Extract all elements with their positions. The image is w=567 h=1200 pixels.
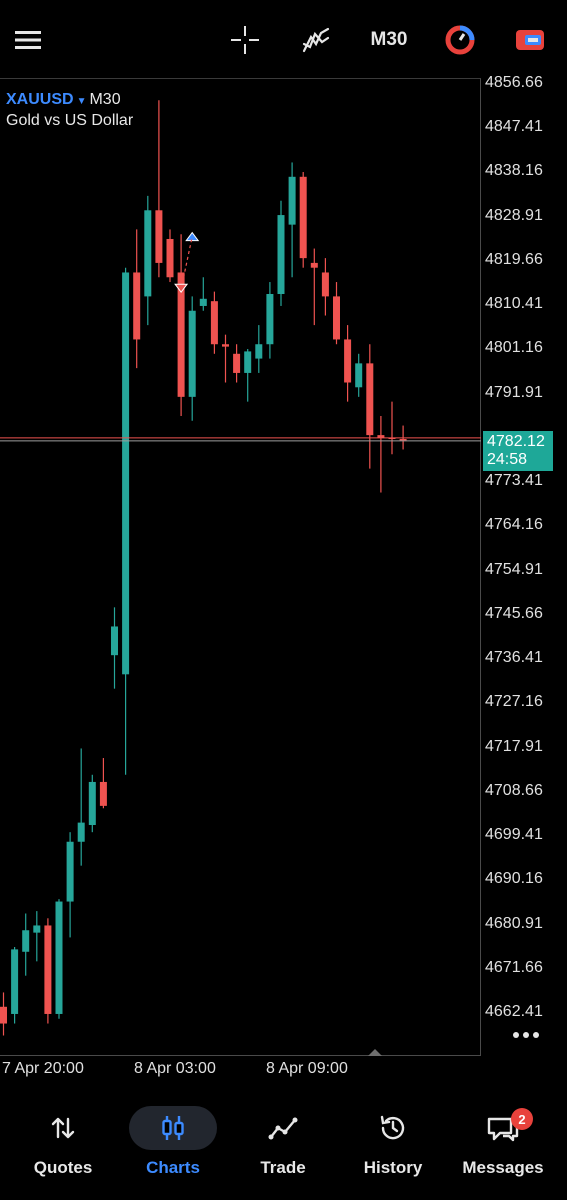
price-label: 4838.16 (485, 162, 543, 180)
objects-icon[interactable] (440, 20, 480, 60)
candle-body (310, 262, 318, 268)
timeframe-button[interactable]: M30 (370, 29, 408, 50)
nav-label: Quotes (33, 1158, 93, 1177)
history-icon (349, 1106, 437, 1150)
candlestick-chart[interactable] (0, 78, 481, 1056)
price-label: 4680.91 (485, 914, 543, 932)
candle-body (177, 272, 185, 397)
candle-body (222, 344, 229, 347)
symbol-name: XAUUSD (6, 91, 74, 108)
price-label: 4856.66 (485, 73, 543, 91)
price-label: 4717.91 (485, 737, 543, 755)
candle-body (210, 301, 218, 345)
price-label: 4745.66 (485, 604, 543, 622)
candle-body (44, 925, 52, 1014)
price-label: 4828.91 (485, 206, 543, 224)
candle-body (33, 925, 41, 933)
nav-messages[interactable]: 2 Messages (447, 1106, 559, 1186)
price-label: 4727.16 (485, 693, 543, 711)
price-label: 4662.41 (485, 1003, 543, 1020)
nav-trade[interactable]: Trade (227, 1106, 339, 1186)
candle-body (255, 344, 263, 359)
one-click-trade-icon[interactable] (510, 20, 550, 60)
candle-body (0, 1006, 7, 1024)
messages-badge: 2 (511, 1108, 533, 1130)
price-label: 4764.16 (485, 516, 543, 534)
top-toolbar: M30 (0, 0, 567, 78)
price-label: 4671.66 (485, 958, 543, 976)
price-axis[interactable]: 4856.66 4847.41 4838.16 4828.91 4819.66 4810.… (482, 74, 567, 1056)
more-options-icon[interactable] (508, 1022, 548, 1048)
time-label: 8 Apr 09:00 (266, 1060, 348, 1077)
candle-body (77, 822, 85, 842)
price-label: 4819.66 (485, 250, 543, 268)
menu-icon[interactable] (8, 20, 48, 60)
nav-quotes[interactable]: Quotes (7, 1106, 119, 1186)
nav-label: History (363, 1158, 423, 1177)
candle-body (233, 353, 241, 373)
candle-body (377, 435, 385, 438)
trade-icon (239, 1106, 327, 1150)
symbol-timeframe: M30 (89, 91, 121, 108)
candle-body (11, 949, 19, 1014)
price-label: 4690.16 (485, 870, 543, 888)
candle-body (355, 363, 363, 388)
buy-marker-icon (185, 231, 200, 242)
indicators-icon[interactable] (296, 20, 336, 60)
scroll-handle-icon[interactable] (368, 1049, 382, 1056)
symbol-dropdown-icon: ▼ (76, 96, 87, 107)
candle-body (166, 238, 174, 278)
candle-body (88, 781, 96, 826)
bar-countdown: 24:58 (487, 451, 528, 468)
nav-label: Trade (260, 1158, 306, 1177)
price-label: 4754.91 (485, 560, 543, 578)
candle-body (144, 210, 152, 297)
chart-area[interactable] (0, 78, 481, 1056)
time-label: 8 Apr 03:00 (134, 1060, 216, 1077)
current-price-value: 4782.12 (487, 433, 545, 450)
price-label: 4847.41 (485, 118, 543, 135)
candle-body (199, 298, 207, 306)
crosshair-icon[interactable] (225, 20, 265, 60)
price-label: 4699.41 (485, 826, 543, 843)
candle-body (299, 176, 307, 259)
symbol-selector[interactable]: XAUUSD ▼ M30 (6, 91, 121, 109)
candle-body (111, 626, 118, 656)
price-label: 4810.41 (485, 295, 543, 312)
messages-icon (459, 1106, 547, 1150)
time-label: 7 Apr 20:00 (2, 1060, 84, 1077)
price-label: 4801.16 (485, 339, 543, 357)
price-label: 4773.41 (485, 472, 543, 489)
candle-body (266, 294, 274, 345)
price-label: 4736.41 (485, 649, 543, 666)
candle-body (244, 351, 252, 373)
nav-label: Charts (146, 1158, 200, 1177)
candle-body (66, 841, 74, 902)
candle-body (321, 272, 329, 297)
candle-body (22, 930, 30, 952)
nav-charts[interactable]: Charts (117, 1106, 229, 1186)
candle-body (366, 363, 374, 436)
candle-body (288, 176, 296, 225)
candle-body (99, 781, 107, 806)
price-label: 4708.66 (485, 781, 543, 799)
candle-body (133, 272, 141, 340)
candle-body (333, 296, 340, 340)
charts-icon (129, 1106, 217, 1150)
candle-body (155, 210, 163, 263)
symbol-description: Gold vs US Dollar (6, 112, 134, 129)
bottom-navigation: Quotes Charts Trade History 2 Messages (0, 1094, 567, 1200)
current-price-label: 4782.12 24:58 (483, 431, 553, 471)
price-label: 4791.91 (485, 383, 543, 401)
candle-body (122, 272, 130, 675)
candle-body (399, 438, 407, 441)
quotes-icon (19, 1106, 107, 1150)
candle-body (55, 901, 63, 1014)
candle-body (277, 215, 285, 295)
nav-history[interactable]: History (337, 1106, 449, 1186)
candle-body (344, 339, 352, 383)
candle-body (188, 310, 196, 397)
nav-label: Messages (462, 1158, 544, 1177)
trade-link-line (180, 236, 193, 290)
